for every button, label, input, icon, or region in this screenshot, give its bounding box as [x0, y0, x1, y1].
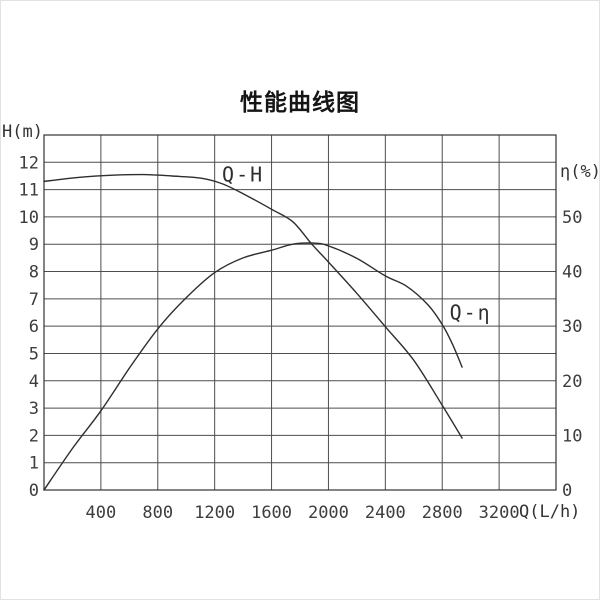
x-tick-label: 1200 [194, 503, 235, 523]
q-h-curve [43, 173, 463, 439]
y-right-tick-label: 20 [562, 372, 582, 392]
x-tick-label: 2400 [365, 503, 406, 523]
y-left-tick-label: 4 [29, 372, 39, 392]
q-eta-curve-label: Q-η [450, 301, 492, 325]
y-left-tick-label: 0 [29, 481, 39, 501]
x-tick-label: 2000 [308, 503, 349, 523]
y-left-tick-label: 11 [19, 181, 39, 201]
x-tick-label: 1600 [251, 503, 292, 523]
y-right-tick-label: 30 [562, 317, 582, 337]
chart-title: 性能曲线图 [240, 90, 360, 116]
x-tick-label: 800 [142, 503, 173, 523]
q-eta-curve [43, 242, 463, 491]
y-right-tick-label: 10 [562, 426, 582, 446]
y-right-tick-label: 40 [562, 263, 582, 283]
y-right-tick-label: 50 [562, 208, 582, 228]
x-tick-label: 3200 [479, 503, 520, 523]
y-right-axis-title: η(%) [560, 162, 600, 182]
q-h-curve-label: Q-H [222, 163, 264, 187]
y-left-tick-label: 9 [29, 235, 39, 255]
y-right-tick-label: 0 [562, 481, 572, 501]
x-tick-label: 400 [86, 503, 117, 523]
y-left-tick-label: 10 [19, 208, 39, 228]
y-left-tick-label: 3 [29, 399, 39, 419]
y-left-axis-title: H(m) [2, 122, 43, 142]
y-left-tick-label: 12 [19, 153, 39, 173]
y-left-tick-label: 7 [29, 290, 39, 310]
y-left-tick-label: 1 [29, 454, 39, 474]
y-left-tick-label: 5 [29, 344, 39, 364]
plot-frame [43, 134, 557, 491]
x-axis-title: Q(L/h) [519, 502, 581, 522]
y-left-tick-label: 2 [29, 426, 39, 446]
y-left-tick-label: 6 [29, 317, 39, 337]
y-left-tick-label: 8 [29, 263, 39, 283]
x-tick-label: 2800 [422, 503, 463, 523]
